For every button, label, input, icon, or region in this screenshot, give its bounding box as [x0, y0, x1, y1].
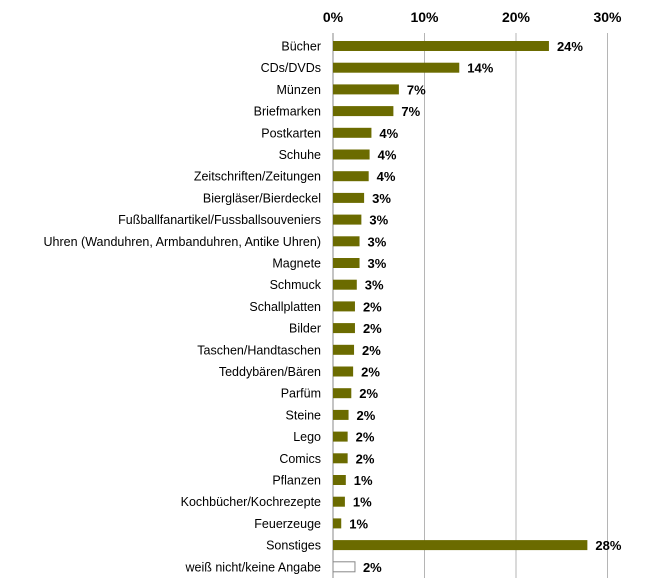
data-label: 2%	[356, 430, 375, 445]
data-label: 1%	[349, 516, 368, 531]
x-axis-ticks: 0% 10% 20% 30%	[323, 9, 622, 25]
data-label: 28%	[595, 538, 621, 553]
data-label: 7%	[407, 82, 426, 97]
bar-18	[333, 431, 348, 442]
category-label: Postkarten	[261, 126, 321, 140]
category-label: Schuhe	[279, 148, 321, 162]
category-label: Sonstiges	[266, 539, 321, 553]
category-label: Lego	[293, 430, 321, 444]
category-label: weiß nicht/keine Angabe	[184, 560, 321, 574]
data-label: 4%	[377, 169, 396, 184]
bar-21	[333, 496, 345, 507]
x-tick-label: 10%	[410, 9, 439, 25]
data-label: 2%	[356, 451, 375, 466]
bar-8	[333, 214, 362, 225]
category-label: Magnete	[272, 257, 321, 271]
data-label: 7%	[401, 104, 420, 119]
data-label: 2%	[363, 299, 382, 314]
data-label: 3%	[368, 234, 387, 249]
bar-1	[333, 62, 460, 73]
data-label: 2%	[363, 321, 382, 336]
data-label: 4%	[378, 148, 397, 163]
data-label: 3%	[369, 213, 388, 228]
category-label: Uhren (Wanduhren, Armbanduhren, Antike U…	[44, 235, 321, 249]
data-label: 2%	[362, 343, 381, 358]
category-label: Steine	[286, 408, 321, 422]
category-label: Münzen	[277, 83, 322, 97]
category-label: Comics	[279, 452, 321, 466]
bar-9	[333, 236, 360, 247]
category-label: Taschen/Handtaschen	[197, 343, 321, 357]
category-label: Biergläser/Bierdeckel	[203, 191, 321, 205]
data-label: 24%	[557, 39, 583, 54]
category-label: Teddybären/Bären	[219, 365, 321, 379]
data-label: 2%	[363, 560, 382, 575]
data-labels: 24%14%7%7%4%4%4%3%3%3%3%3%2%2%2%2%2%2%2%…	[349, 39, 622, 575]
category-label: Schallplatten	[249, 300, 321, 314]
data-label: 3%	[368, 256, 387, 271]
data-label: 3%	[372, 191, 391, 206]
bar-6	[333, 171, 369, 182]
category-label: Bücher	[281, 40, 321, 54]
bar-15	[333, 366, 354, 377]
category-label: Fußballfanartikel/Fussballsouveniers	[118, 213, 321, 227]
data-label: 3%	[365, 278, 384, 293]
category-label: Kochbücher/Kochrezepte	[181, 495, 321, 509]
data-label: 2%	[359, 386, 378, 401]
category-label: Zeitschriften/Zeitungen	[194, 170, 321, 184]
category-label: Pflanzen	[272, 474, 321, 488]
category-label: CDs/DVDs	[261, 61, 321, 75]
data-label: 4%	[379, 126, 398, 141]
bar-19	[333, 453, 348, 464]
category-label: Feuerzeuge	[254, 517, 321, 531]
bar-0	[333, 41, 549, 51]
category-label: Parfüm	[281, 387, 321, 401]
data-label: 2%	[357, 408, 376, 423]
bar-11	[333, 279, 357, 290]
data-label: 2%	[361, 365, 380, 380]
bar-24	[332, 561, 356, 573]
bar-3	[333, 106, 394, 117]
bar-12	[333, 301, 355, 312]
data-label: 1%	[354, 473, 373, 488]
bar-16	[333, 388, 352, 399]
x-tick-label: 0%	[323, 9, 344, 25]
bar-20	[333, 475, 346, 485]
bar-22	[333, 518, 342, 529]
bar-10	[333, 258, 360, 268]
category-label: Bilder	[289, 322, 321, 336]
x-tick-label: 30%	[593, 9, 622, 25]
bar-4	[333, 127, 372, 138]
bar-17	[333, 409, 349, 420]
bar-13	[333, 323, 355, 334]
bar-5	[333, 149, 370, 160]
bars	[332, 41, 588, 573]
bar-7	[333, 192, 365, 203]
bar-23	[333, 540, 588, 551]
category-label: Briefmarken	[254, 105, 321, 119]
category-label: Schmuck	[270, 278, 322, 292]
data-label: 14%	[467, 61, 493, 76]
x-tick-label: 20%	[502, 9, 531, 25]
bar-14	[333, 344, 355, 355]
category-labels: Bücher CDs/DVDs Münzen Briefmarken Postkarte…	[44, 40, 322, 575]
bar-2	[333, 84, 399, 95]
data-label: 1%	[353, 495, 372, 510]
